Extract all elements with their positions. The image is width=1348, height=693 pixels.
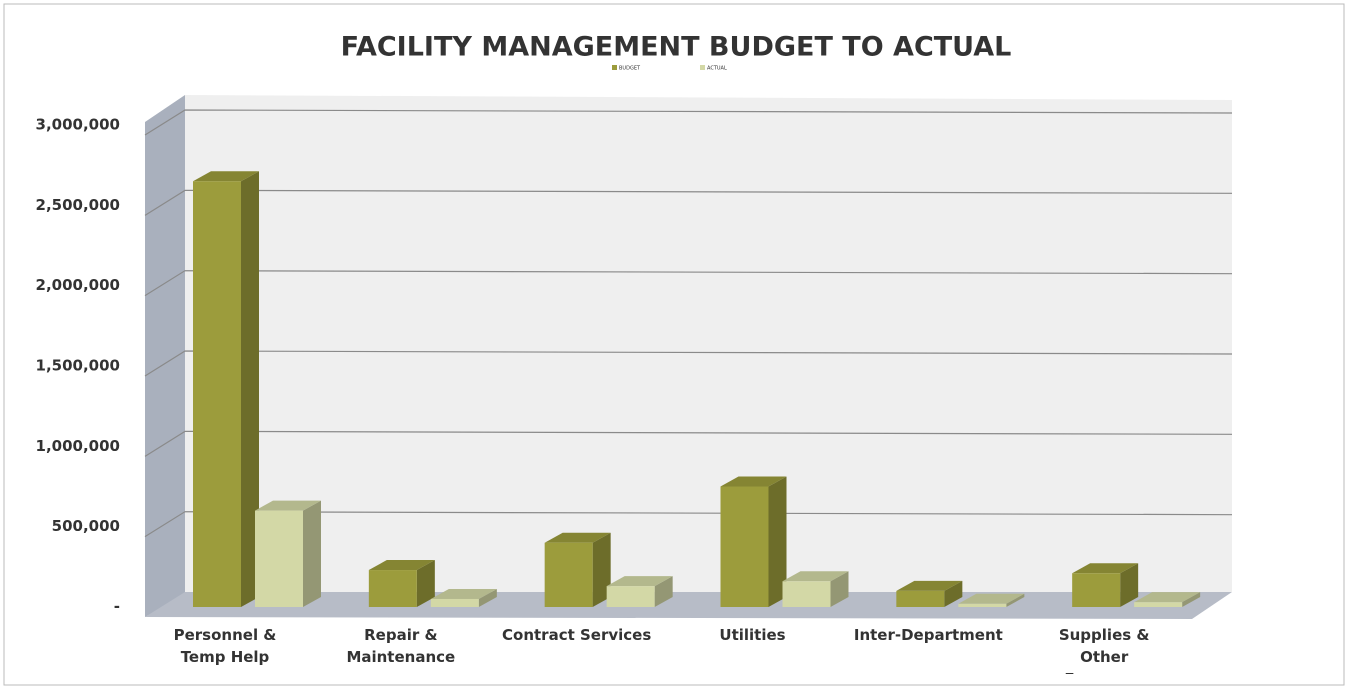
bar-side	[1120, 563, 1139, 607]
bar-side	[592, 532, 611, 607]
x-tick-label: Repair & Maintenance	[346, 626, 456, 666]
bar-top	[782, 571, 849, 582]
x-tick-label: Contract Services	[502, 626, 652, 644]
grid-line	[144, 511, 1233, 538]
bar-front	[896, 590, 945, 607]
x-tick-label: Utilities	[719, 626, 786, 644]
bar	[958, 593, 1025, 607]
bar-front	[606, 586, 655, 607]
legend-label: ACTUAL	[707, 66, 727, 72]
bar-front	[368, 570, 417, 607]
y-tick-label: 2,500,000	[36, 196, 120, 214]
bar-top	[1134, 592, 1201, 603]
y-tick-label: 1,000,000	[36, 437, 120, 455]
bar-top	[193, 171, 259, 182]
x-tick-label-box: Utilities	[719, 626, 786, 644]
bar-side	[830, 571, 849, 607]
bar-top	[1072, 563, 1139, 574]
chart-title: FACILITY MANAGEMENT BUDGET TO ACTUAL	[341, 32, 1012, 63]
bar-side	[241, 171, 259, 607]
bar-side	[416, 560, 435, 607]
bar-front	[544, 542, 593, 607]
bar-top	[958, 593, 1025, 604]
y-tick-label: 2,000,000	[36, 276, 120, 294]
x-tick-label-box: Supplies & Other Expenses	[1058, 626, 1150, 674]
grid-line	[144, 430, 1233, 457]
bar	[1134, 592, 1201, 607]
bar-top	[544, 532, 611, 543]
bar-front	[782, 581, 831, 607]
bar-front	[958, 603, 1007, 607]
bar-side	[1006, 593, 1025, 607]
bar	[1072, 563, 1139, 607]
bar-side	[654, 576, 673, 607]
bar	[606, 576, 673, 607]
bar-top	[368, 560, 435, 571]
bar-front	[1072, 573, 1121, 607]
y-tick-label: 500,000	[52, 517, 120, 535]
bar-side	[1182, 592, 1201, 607]
y-tick-label: 3,000,000	[36, 116, 120, 134]
bar	[368, 560, 435, 607]
bar-top	[255, 500, 321, 511]
y-tick-label: -	[114, 598, 120, 616]
x-tick-label: Supplies & Other Expenses	[1058, 626, 1150, 674]
side-wall	[145, 95, 185, 617]
grid-line	[144, 189, 1233, 216]
grid-line	[144, 350, 1233, 377]
x-tick-label-box: Inter-Department	[853, 626, 1003, 644]
bar-top	[430, 588, 497, 599]
bar-front	[1134, 602, 1183, 607]
back-wall	[185, 95, 1232, 595]
grid-line	[144, 270, 1233, 297]
bar-front	[255, 510, 303, 607]
bar	[720, 476, 787, 607]
x-tick-label-box: Personnel & Temp Help	[173, 626, 277, 666]
bar	[430, 588, 497, 607]
x-tick-label-box: Repair & Maintenance	[346, 626, 456, 666]
bar-front	[720, 486, 769, 607]
x-tick-label: Inter-Department	[853, 626, 1003, 644]
x-tick-label-box: Contract Services	[502, 626, 652, 644]
bar-top	[720, 476, 787, 487]
bar-top	[606, 576, 673, 587]
bar-side	[944, 580, 963, 607]
bar	[544, 532, 611, 607]
grid-line	[144, 109, 1233, 136]
bar	[255, 500, 321, 607]
bar-side	[303, 500, 321, 607]
legend-swatch	[700, 65, 705, 70]
x-tick-label: Personnel & Temp Help	[173, 626, 277, 666]
bar	[896, 580, 963, 607]
legend-swatch	[612, 65, 617, 70]
bar-side	[768, 476, 787, 607]
legend-label: BUDGET	[619, 66, 641, 72]
bar	[782, 571, 849, 607]
bar-front	[193, 181, 241, 607]
y-tick-label: 1,500,000	[36, 357, 120, 375]
bar-top	[896, 580, 963, 591]
bar-front	[430, 598, 479, 607]
bar-side	[478, 588, 497, 607]
bar	[193, 171, 259, 607]
